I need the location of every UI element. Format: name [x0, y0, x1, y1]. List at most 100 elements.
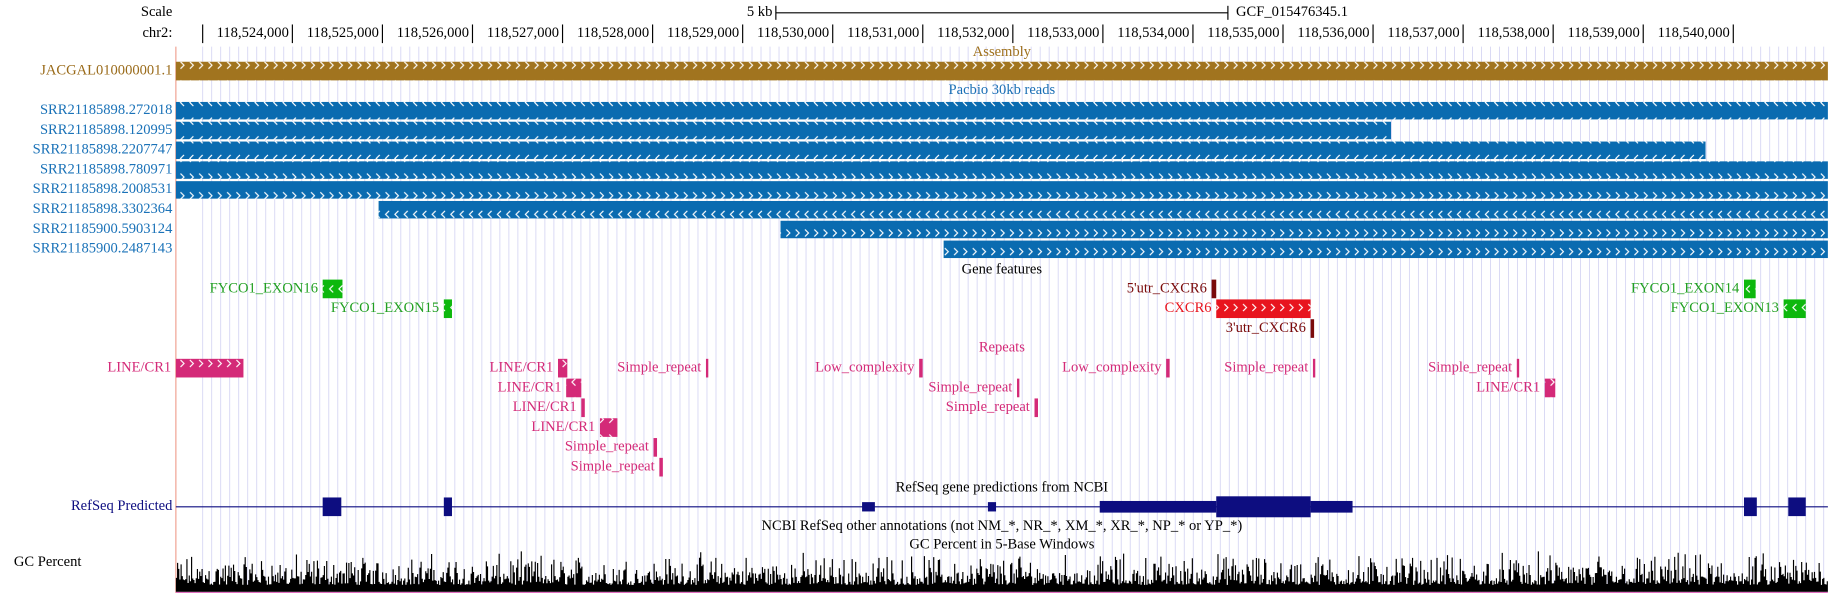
strand-chevrons	[175, 180, 1828, 200]
feature	[659, 457, 663, 477]
ruler-label: 118,536,000	[1297, 25, 1369, 41]
feature-label: Simple_repeat	[571, 459, 655, 475]
feature-label: 3'utr_CXCR6	[1226, 320, 1306, 336]
ruler-label: 118,532,000	[937, 25, 1009, 41]
feature-label: 5'utr_CXCR6	[1127, 280, 1207, 296]
feature	[1099, 500, 1217, 513]
feature-label: LINE/CR1	[531, 419, 595, 435]
feature-label: Low_complexity	[815, 359, 915, 375]
ruler-label: 118,525,000	[307, 25, 379, 41]
feature	[1017, 378, 1020, 398]
feature-label: Simple_repeat	[617, 359, 701, 375]
ruler-label: 118,539,000	[1568, 25, 1640, 41]
feature-label: FYCO1_EXON14	[1631, 280, 1740, 296]
strand-chevrons	[175, 358, 244, 378]
track-title: Assembly	[973, 44, 1032, 60]
strand-chevrons	[780, 220, 1828, 239]
strand-chevrons	[378, 200, 1828, 220]
feature-label: FYCO1_EXON16	[210, 280, 318, 296]
track-label[interactable]: RefSeq Predicted	[71, 498, 173, 514]
strand-chevrons	[175, 121, 1391, 140]
strand-chevrons	[175, 61, 1828, 81]
feature	[705, 358, 709, 378]
feature-label: Simple_repeat	[946, 399, 1030, 415]
track-title: NCBI RefSeq other annotations (not NM_*,…	[762, 518, 1243, 534]
feature	[653, 438, 658, 457]
strand-chevrons	[1744, 279, 1756, 299]
ruler-label: 118,530,000	[757, 25, 829, 41]
feature-label: Simple_repeat	[928, 379, 1012, 395]
feature-label: LINE/CR1	[513, 399, 577, 415]
track-title: Gene features	[962, 262, 1043, 278]
track-title: RefSeq gene predictions from NCBI	[896, 479, 1109, 495]
assembly-name: GCF_015476345.1	[1236, 4, 1348, 20]
strand-chevrons	[943, 239, 1828, 259]
track-label: JACGAL010000001.1	[40, 62, 172, 78]
feature-label: LINE/CR1	[489, 359, 553, 375]
feature	[1166, 358, 1170, 378]
feature	[862, 502, 875, 512]
feature-label: LINE/CR1	[498, 379, 562, 395]
ruler-label: 118,540,000	[1658, 25, 1730, 41]
strand-chevrons	[443, 299, 452, 319]
ruler-label: 118,537,000	[1387, 25, 1459, 41]
strand-chevrons	[175, 140, 1706, 160]
track-label: SRR21185898.272018	[40, 102, 172, 118]
feature-label: FYCO1_EXON13	[1671, 300, 1779, 316]
feature	[1312, 358, 1316, 378]
feature-label: Simple_repeat	[1224, 359, 1308, 375]
strand-chevrons	[322, 279, 343, 299]
feature	[581, 398, 585, 418]
strand-chevrons	[558, 358, 568, 378]
feature-label: Simple_repeat	[1428, 359, 1512, 375]
scale-size: 5 kb	[747, 4, 772, 20]
scale-label: Scale	[141, 4, 173, 20]
feature	[1310, 500, 1353, 513]
track-label: SRR21185898.780971	[40, 161, 172, 177]
track-label: SRR21185900.2487143	[33, 241, 173, 257]
ruler-label: 118,529,000	[667, 25, 739, 41]
track-label: SRR21185898.120995	[40, 122, 172, 138]
feature	[322, 497, 342, 517]
track-label: SRR21185898.2207747	[33, 142, 173, 158]
feature	[919, 358, 923, 378]
feature-label: FYCO1_EXON15	[331, 300, 439, 316]
track-title: Pacbio 30kb reads	[949, 82, 1056, 98]
strand-chevrons	[1216, 299, 1311, 319]
track-label: SRR21185900.5903124	[33, 221, 173, 237]
ruler-label: 118,534,000	[1117, 25, 1189, 41]
feature	[1034, 398, 1038, 418]
feature-label: LINE/CR1	[1476, 379, 1540, 395]
gc-wiggle	[175, 551, 1828, 592]
ruler-label: 118,527,000	[487, 25, 559, 41]
feature	[987, 502, 997, 512]
ruler-label: 118,535,000	[1207, 25, 1279, 41]
ruler-label: 118,526,000	[397, 25, 469, 41]
feature	[1788, 497, 1806, 517]
feature	[1216, 496, 1311, 518]
ruler-label: 118,524,000	[217, 25, 289, 41]
feature-label: LINE/CR1	[107, 359, 171, 375]
feature-label: CXCR6	[1165, 300, 1212, 316]
ruler-label: 118,528,000	[577, 25, 649, 41]
track-label: SRR21185898.3302364	[33, 201, 173, 217]
feature	[1516, 358, 1520, 378]
feature	[1744, 497, 1757, 517]
feature	[1211, 279, 1217, 299]
track-title: Repeats	[979, 340, 1025, 356]
strand-chevrons	[175, 101, 1828, 120]
chrom-label: chr2:	[142, 25, 172, 41]
track-label: SRR21185898.2008531	[33, 181, 173, 197]
ruler-label: 118,531,000	[847, 25, 919, 41]
strand-chevrons	[566, 378, 582, 398]
ruler-label: 118,538,000	[1477, 25, 1549, 41]
strand-chevrons	[175, 160, 1828, 180]
feature-label: Simple_repeat	[565, 439, 649, 455]
strand-chevrons	[1783, 299, 1806, 319]
ruler-label: 118,533,000	[1027, 25, 1099, 41]
strand-chevrons	[599, 418, 618, 437]
feature	[443, 497, 452, 517]
feature	[1310, 319, 1315, 338]
track-label[interactable]: GC Percent	[14, 554, 81, 570]
